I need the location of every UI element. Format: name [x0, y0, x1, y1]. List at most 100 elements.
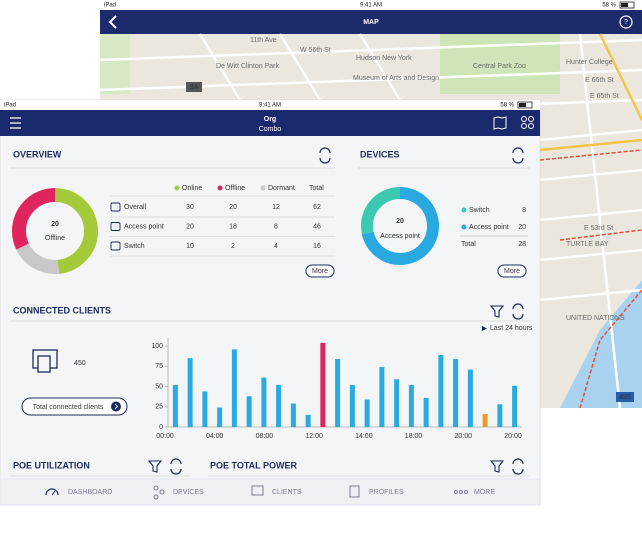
section-title: POE UTILIZATION	[13, 460, 90, 470]
filter-button[interactable]	[489, 305, 505, 318]
donut-label: Offline	[45, 235, 65, 242]
tab[interactable]: DEVICES	[173, 489, 204, 496]
status-time: 9:41 AM	[360, 3, 382, 9]
legend-dot	[174, 185, 180, 191]
total-clients-button[interactable]	[21, 397, 128, 416]
map-label: TURTLE BAY	[566, 241, 609, 248]
table-value: 12	[272, 204, 280, 211]
map-label: UNITED NATIONS	[566, 315, 625, 322]
bar	[364, 399, 370, 427]
bar	[453, 359, 459, 427]
bar	[276, 384, 282, 427]
header-title: Org	[264, 116, 276, 123]
map-label: Hudson New York	[356, 55, 412, 62]
tab[interactable]: PROFILES	[369, 489, 404, 496]
x-tick-label: 04:00	[206, 433, 224, 440]
x-tick-label: 20:00	[455, 433, 473, 440]
bar	[467, 369, 473, 427]
tab[interactable]: MORE	[474, 489, 495, 496]
section-title: POE TOTAL POWER	[210, 460, 298, 470]
bar	[335, 359, 341, 427]
table-value: 62	[313, 204, 321, 211]
x-tick-label: 08:00	[256, 433, 274, 440]
bar	[512, 385, 518, 427]
legend-label: Switch	[469, 207, 490, 214]
map-button[interactable]	[493, 116, 507, 130]
column-header: Offline	[225, 185, 245, 192]
bar	[187, 358, 193, 427]
table-value: 8	[274, 223, 278, 230]
y-tick-label: 75	[155, 363, 163, 370]
x-tick-label: 00:00	[156, 433, 174, 440]
column-header: Dormant	[268, 185, 295, 192]
donut-segment	[12, 188, 98, 274]
bar	[497, 404, 503, 427]
section-title: CONNECTED CLIENTS	[13, 305, 111, 315]
legend-value: 28	[518, 241, 526, 248]
table-value: 18	[229, 223, 237, 230]
donut-label: Access point	[380, 233, 420, 240]
map-label: E 66th St	[585, 77, 614, 84]
filter-button[interactable]	[489, 460, 505, 473]
legend-value: 20	[518, 224, 526, 231]
filter-button[interactable]	[147, 460, 163, 473]
map-label: Museum of Arts and Design	[353, 75, 439, 82]
more-button-label: More	[504, 268, 520, 275]
legend-value: 8	[522, 207, 526, 214]
legend-dot	[217, 185, 223, 191]
map-label: W 56th St	[300, 47, 331, 54]
legend-label: Total	[461, 241, 476, 248]
more-button[interactable]	[497, 264, 527, 278]
more-button[interactable]	[305, 264, 335, 278]
y-tick-label: 0	[159, 424, 163, 431]
section-title: DEVICES	[360, 149, 400, 159]
row-icon	[110, 222, 121, 231]
dashboard-screen: iPad 9:41 AM 58 % Org Combo OVERVIEW 20 …	[0, 99, 541, 506]
tab[interactable]: CLIENTS	[272, 489, 302, 496]
map-label: E 65th St	[590, 93, 619, 100]
status-device: iPad	[4, 103, 16, 109]
y-tick-label: 100	[151, 343, 163, 350]
grid-button[interactable]	[521, 116, 534, 129]
bar	[217, 407, 223, 427]
x-tick-label: 20:00	[504, 433, 522, 440]
table-value: 46	[313, 223, 321, 230]
back-button[interactable]	[108, 15, 117, 29]
map-label: Hunter College	[566, 59, 613, 66]
total-clients-button-label: Total connected clients	[33, 404, 104, 411]
map-label: De Witt Clinton Park	[216, 63, 280, 70]
table-value: 2	[231, 243, 235, 250]
row-icon	[110, 202, 121, 212]
map-label: 9A	[190, 84, 199, 91]
tab[interactable]: DASHBOARD	[68, 489, 112, 496]
column-header: Total	[309, 185, 324, 192]
x-tick-label: 14:00	[355, 433, 373, 440]
help-button[interactable]	[619, 15, 633, 29]
header-subtitle: Combo	[259, 126, 282, 133]
row-label: Access point	[124, 223, 164, 230]
bar	[305, 414, 311, 427]
legend-dot	[260, 185, 266, 191]
y-tick-label: 50	[155, 383, 163, 390]
chart-range: Last 24 hours	[490, 325, 533, 332]
row-icon	[110, 241, 121, 251]
client-count: 450	[74, 360, 86, 367]
bar	[172, 384, 178, 427]
menu-button[interactable]	[10, 117, 21, 129]
row-label: Overall	[124, 204, 147, 211]
column-header: Online	[182, 185, 202, 192]
section-title: OVERVIEW	[13, 149, 62, 159]
table-value: 10	[186, 243, 194, 250]
table-value: 20	[186, 223, 194, 230]
bar	[379, 367, 385, 427]
status-battery: 58 %	[500, 103, 514, 109]
bar	[290, 403, 296, 427]
x-tick-label: 12:00	[305, 433, 323, 440]
map-label: E 53rd St	[584, 225, 613, 232]
y-tick-label: 25	[155, 404, 163, 411]
table-value: 30	[186, 204, 194, 211]
legend-label: Access point	[469, 224, 509, 231]
more-button-label: More	[312, 268, 328, 275]
status-time: 9:41 AM	[259, 103, 281, 109]
bar	[246, 396, 252, 427]
